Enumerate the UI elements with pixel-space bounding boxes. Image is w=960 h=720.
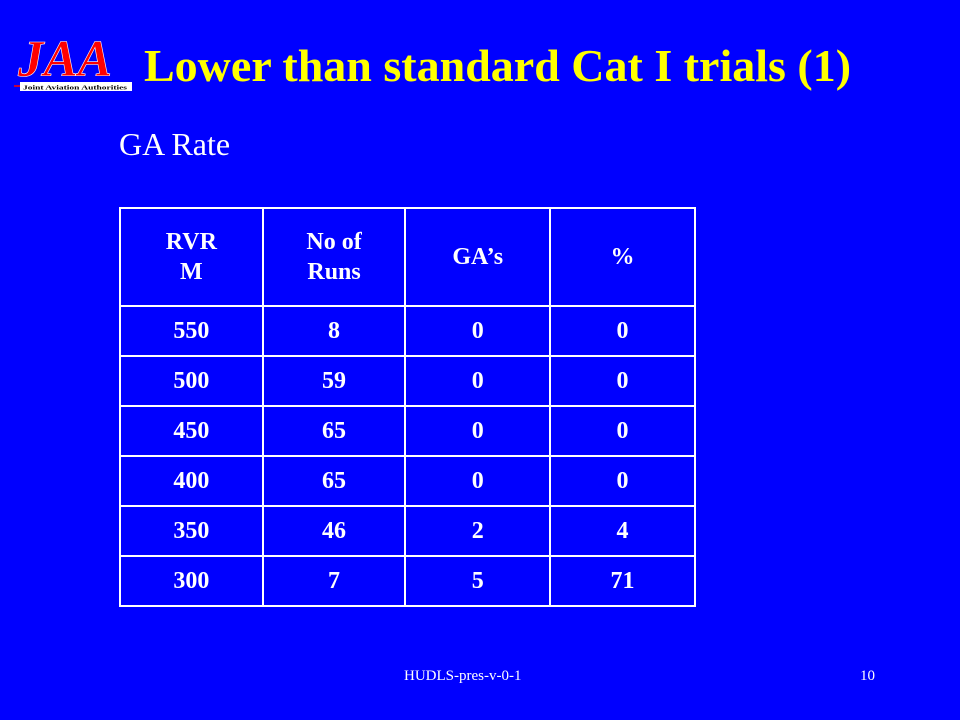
header-runs-line2: Runs: [307, 259, 361, 285]
slide-title: Lower than standard Cat I trials (1): [144, 40, 852, 91]
cell-runs: 46: [261, 505, 407, 557]
cell-percent: 71: [549, 555, 696, 607]
header-percent: %: [549, 207, 696, 307]
header-gas: GA’s: [404, 207, 552, 307]
cell-rvr: 500: [119, 355, 264, 407]
cell-runs: 65: [261, 455, 407, 507]
cell-runs: 7: [261, 555, 407, 607]
cell-gas: 5: [404, 555, 552, 607]
header-rvr-line2: M: [180, 259, 203, 285]
table-header-row: RVR M No of Runs GA’s %: [119, 207, 696, 307]
cell-gas: 0: [404, 455, 552, 507]
header-runs: No of Runs: [261, 207, 407, 307]
cell-percent: 0: [549, 405, 696, 457]
slide-subtitle: GA Rate: [119, 126, 231, 162]
header-rvr: RVR M: [119, 207, 264, 307]
table-row: 550 8 0 0: [119, 305, 696, 357]
header-runs-line1: No of: [306, 229, 362, 255]
table-row: 400 65 0 0: [119, 455, 696, 507]
cell-rvr: 400: [119, 455, 264, 507]
cell-rvr: 450: [119, 405, 264, 457]
header-percent-line1: %: [610, 244, 635, 270]
jaa-logo-graphic: JAA Joint Aviation Authorities: [14, 31, 132, 92]
cell-rvr: 350: [119, 505, 264, 557]
logo-tagline: Joint Aviation Authorities: [23, 85, 128, 92]
table-row: 300 7 5 71: [119, 555, 696, 607]
footer-presentation-id: HUDLS-pres-v-0-1: [404, 668, 522, 684]
table-row: 450 65 0 0: [119, 405, 696, 457]
cell-rvr: 550: [119, 305, 264, 357]
page-number: 10: [860, 668, 875, 684]
table-row: 350 46 2 4: [119, 505, 696, 557]
cell-gas: 0: [404, 305, 552, 357]
cell-runs: 65: [261, 405, 407, 457]
cell-rvr: 300: [119, 555, 264, 607]
cell-gas: 0: [404, 355, 552, 407]
cell-gas: 2: [404, 505, 552, 557]
ga-rate-table: RVR M No of Runs GA’s % 550 8 0 0 500 59…: [119, 207, 696, 607]
cell-percent: 0: [549, 355, 696, 407]
jaa-logo: JAA Joint Aviation Authorities: [12, 30, 134, 98]
cell-runs: 59: [261, 355, 407, 407]
cell-percent: 0: [549, 455, 696, 507]
logo-letters: JAA: [17, 31, 112, 88]
cell-percent: 4: [549, 505, 696, 557]
header-rvr-line1: RVR: [165, 229, 217, 255]
cell-percent: 0: [549, 305, 696, 357]
table-row: 500 59 0 0: [119, 355, 696, 407]
header-gas-line1: GA’s: [452, 244, 504, 270]
cell-runs: 8: [261, 305, 407, 357]
cell-gas: 0: [404, 405, 552, 457]
